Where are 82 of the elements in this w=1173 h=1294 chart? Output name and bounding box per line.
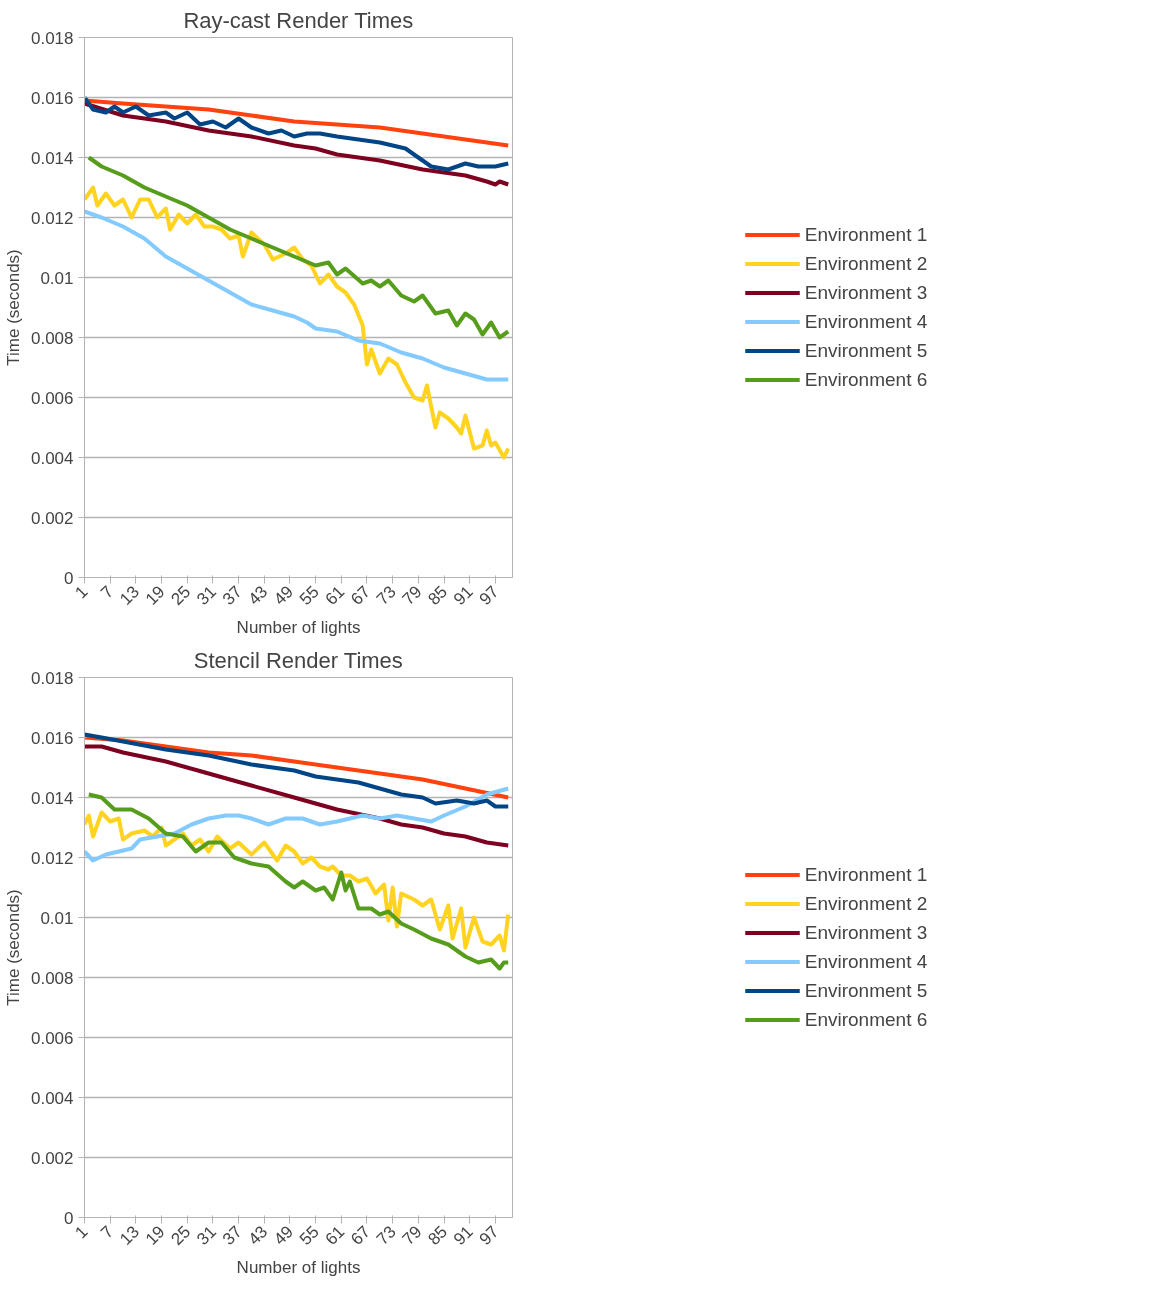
- y-tick-label: 0.018: [30, 668, 74, 688]
- x-tick-label: 97: [475, 582, 503, 609]
- x-tick-label: 85: [424, 1222, 452, 1249]
- legend-label: Environment 3: [804, 921, 928, 944]
- x-tick-label: 55: [295, 582, 323, 609]
- x-tick-label: 25: [167, 582, 195, 609]
- x-tick-label: 31: [193, 1222, 220, 1249]
- y-tick-label: 0: [64, 1208, 74, 1228]
- legend-label: Environment 4: [804, 310, 928, 333]
- x-tick-label: 7: [97, 582, 118, 603]
- y-tick-label: 0.012: [30, 848, 74, 868]
- x-tick-label: 19: [141, 1222, 169, 1249]
- x-tick-label: 67: [347, 582, 375, 609]
- x-tick-label: 79: [398, 582, 426, 609]
- line-series: [84, 810, 511, 953]
- y-tick-label: 0.002: [30, 508, 74, 528]
- x-tick-label: 73: [372, 582, 400, 609]
- x-tick-label: 73: [372, 1222, 400, 1249]
- legend-label: Environment 2: [804, 892, 928, 915]
- y-tick-label: 0.012: [30, 208, 74, 228]
- line-series: [84, 744, 511, 848]
- y-tick-label: 0.01: [40, 268, 74, 288]
- x-axis-title: Number of lights: [236, 618, 361, 638]
- line-series: [84, 101, 511, 187]
- legend-label: Environment 6: [804, 368, 928, 391]
- line-series: [86, 155, 511, 340]
- y-tick-label: 0.016: [30, 88, 74, 108]
- line-series: [84, 95, 511, 172]
- y-axis-title: Time (seconds): [3, 249, 23, 366]
- x-tick-label: 31: [193, 582, 220, 609]
- x-tick-label: 43: [244, 1222, 272, 1249]
- x-tick-label: 37: [218, 582, 246, 609]
- x-tick-label: 13: [116, 582, 143, 609]
- legend-label: Environment 2: [804, 252, 928, 275]
- x-tick-label: 19: [141, 582, 169, 609]
- x-tick-label: 37: [218, 1222, 246, 1249]
- y-tick-label: 0.006: [30, 1028, 74, 1048]
- line-series: [84, 786, 511, 863]
- line-series: [84, 732, 511, 809]
- y-tick-label: 0.004: [30, 1088, 74, 1108]
- y-tick-label: 0.01: [40, 908, 74, 928]
- legend-label: Environment 6: [804, 1008, 928, 1031]
- x-tick-label: 91: [449, 1222, 477, 1249]
- x-tick-label: 67: [347, 1222, 375, 1249]
- y-tick-label: 0.002: [30, 1148, 74, 1168]
- legend-label: Environment 5: [804, 979, 928, 1002]
- y-tick-label: 0: [64, 568, 74, 588]
- x-tick-label: 55: [295, 1222, 323, 1249]
- legend-label: Environment 1: [804, 863, 928, 886]
- y-tick-label: 0.016: [30, 728, 74, 748]
- x-axis-title: Number of lights: [236, 1258, 361, 1278]
- y-tick-label: 0.014: [30, 788, 74, 808]
- x-tick-label: 1: [71, 582, 92, 603]
- y-tick-label: 0.008: [30, 328, 74, 348]
- x-tick-label: 61: [321, 1222, 349, 1249]
- y-tick-label: 0.006: [30, 388, 74, 408]
- y-tick-label: 0.004: [30, 448, 74, 468]
- x-tick-label: 25: [167, 1222, 195, 1249]
- x-tick-label: 7: [97, 1222, 118, 1243]
- legend-label: Environment 5: [804, 339, 928, 362]
- x-tick-label: 91: [449, 582, 477, 609]
- legend-label: Environment 4: [804, 950, 928, 973]
- x-tick-label: 79: [398, 1222, 426, 1249]
- x-tick-label: 13: [116, 1222, 143, 1249]
- y-axis-title: Time (seconds): [3, 889, 23, 1006]
- y-tick-label: 0.008: [30, 968, 74, 988]
- x-tick-label: 1: [71, 1222, 92, 1243]
- x-tick-label: 49: [270, 582, 298, 609]
- chart-title: Stencil Render Times: [193, 647, 403, 673]
- line-series: [86, 792, 511, 971]
- x-tick-label: 49: [270, 1222, 298, 1249]
- x-tick-label: 85: [424, 582, 452, 609]
- y-tick-label: 0.014: [30, 148, 74, 168]
- y-tick-label: 0.018: [30, 28, 74, 48]
- line-series: [84, 185, 511, 460]
- line-series: [84, 209, 511, 382]
- x-tick-label: 61: [321, 582, 349, 609]
- legend-label: Environment 1: [804, 223, 928, 246]
- chart-title: Ray-cast Render Times: [183, 7, 414, 33]
- x-tick-label: 43: [244, 582, 272, 609]
- legend-label: Environment 3: [804, 281, 928, 304]
- x-tick-label: 97: [475, 1222, 503, 1249]
